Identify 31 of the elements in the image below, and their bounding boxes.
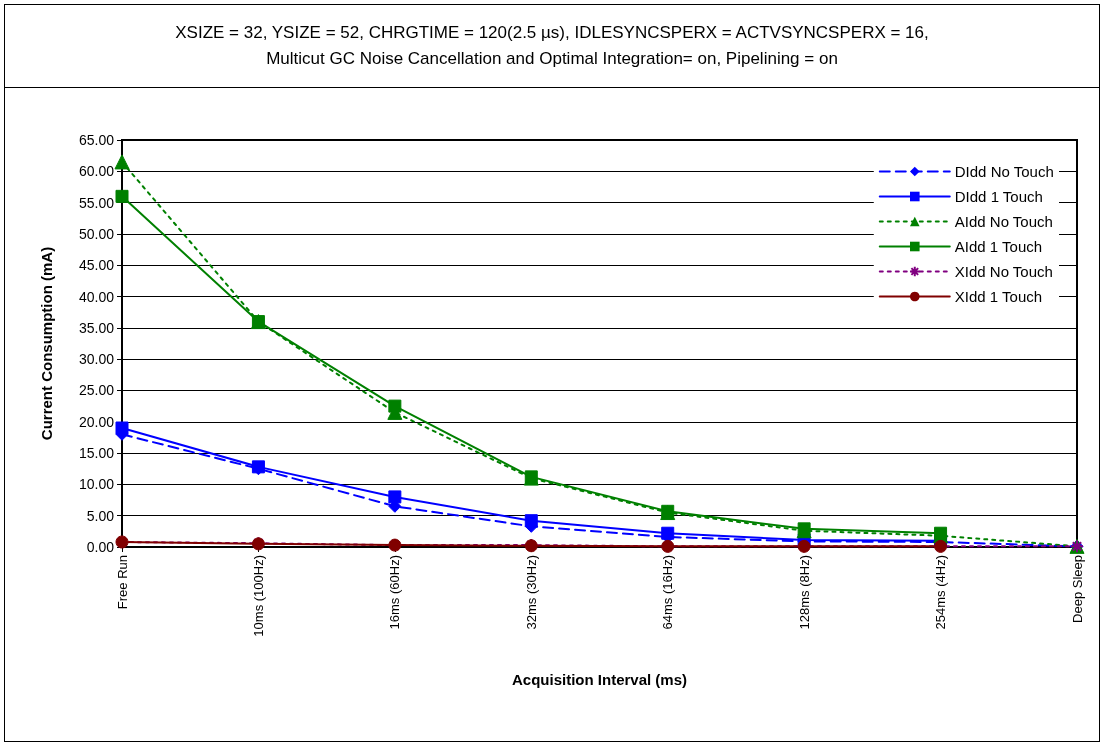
y-tick-label: 50.00 xyxy=(78,225,115,242)
x-tick-label: 16ms (60Hz) xyxy=(387,555,403,630)
x-tick-label: 10ms (100Hz) xyxy=(250,555,266,637)
y-tick-label: 40.00 xyxy=(78,288,115,305)
y-tick-label: 55.00 xyxy=(78,194,115,211)
y-tick-label: 60.00 xyxy=(78,163,115,180)
x-tick-label: Deep Sleep xyxy=(1069,555,1085,623)
x-tick-label: 64ms (16Hz) xyxy=(660,555,676,630)
y-tick-label: 10.00 xyxy=(78,476,115,493)
legend-label: AIdd No Touch xyxy=(954,213,1053,230)
legend-label: DIdd 1 Touch xyxy=(954,188,1043,205)
y-tick-label: 25.00 xyxy=(78,382,115,399)
chart-title: XSIZE = 32, YSIZE = 52, CHRGTIME = 120(2.5 µs), IDLESYNCSPERX = ACTVSYNCSPERX = 16, Multicut GC Noise Cancellation and Optimal Integration= on, Pipelining = on xyxy=(4,4,1100,88)
x-tick-label: 254ms (4Hz) xyxy=(933,555,949,630)
y-tick-label: 45.00 xyxy=(78,257,115,274)
y-tick-label: 15.00 xyxy=(78,445,115,462)
y-tick-label: 20.00 xyxy=(78,413,115,430)
x-axis-title: Acquisition Interval (ms) xyxy=(511,671,688,688)
legend-label: AIdd 1 Touch xyxy=(954,238,1043,255)
y-tick-label: 0.00 xyxy=(86,539,115,555)
x-tick-label: 32ms (30Hz) xyxy=(523,555,539,630)
x-tick-label: Free Run xyxy=(114,555,130,610)
x-tick-label: 128ms (8Hz) xyxy=(796,555,812,630)
y-tick-label: 65.00 xyxy=(78,132,115,148)
y-tick-label: 5.00 xyxy=(86,507,115,524)
legend-label: DIdd No Touch xyxy=(954,163,1054,180)
y-tick-label: 30.00 xyxy=(78,351,115,368)
legend-label: XIdd No Touch xyxy=(954,263,1053,280)
legend-label: XIdd 1 Touch xyxy=(954,288,1043,305)
y-axis-title: Current Consumption (mA) xyxy=(38,246,55,441)
y-tick-label: 35.00 xyxy=(78,319,115,336)
